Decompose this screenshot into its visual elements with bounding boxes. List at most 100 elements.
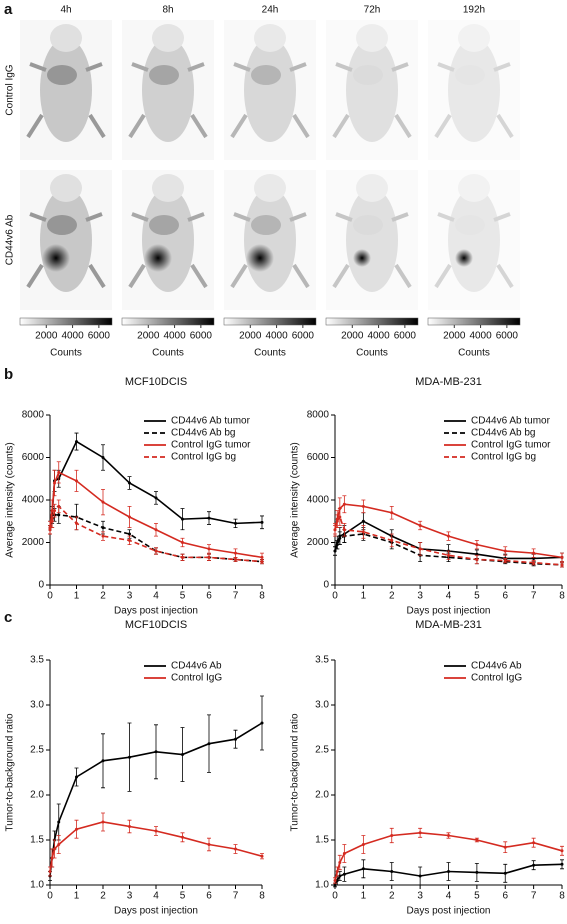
point	[57, 470, 61, 474]
panel-label: a	[4, 1, 13, 18]
time-label: 8h	[162, 5, 173, 16]
x-axis-label: Days post injection	[114, 906, 198, 917]
x-tick-label: 3	[417, 591, 423, 602]
x-tick-label: 7	[233, 591, 239, 602]
y-axis-label: Tumor-to-background ratio	[290, 713, 301, 831]
point	[532, 561, 536, 565]
time-label: 192h	[463, 5, 485, 16]
point	[207, 547, 211, 551]
point	[475, 558, 479, 561]
x-tick-label: 3	[417, 891, 423, 902]
point	[75, 479, 78, 483]
mouse-legs	[434, 62, 514, 139]
x-tick-label: 3	[127, 591, 133, 602]
y-axis-label: Tumor-to-background ratio	[5, 713, 16, 831]
point	[418, 547, 422, 551]
point	[560, 563, 564, 567]
point	[503, 559, 507, 563]
mouse-image	[224, 170, 316, 310]
y-tick-label: 2.5	[30, 745, 44, 756]
y-tick-label: 2.0	[315, 790, 329, 801]
colorbar-tick-label: 6000	[190, 331, 213, 342]
x-tick-label: 1	[361, 591, 367, 602]
point	[418, 524, 422, 527]
colorbar-tick-label: 4000	[265, 331, 288, 342]
colorbar-tick-label: 6000	[394, 331, 417, 342]
mouse-image	[428, 20, 520, 160]
y-tick-label: 2.0	[30, 790, 44, 801]
mouse-body	[448, 188, 500, 292]
point	[101, 526, 105, 530]
mouse-image	[20, 170, 112, 310]
y-tick-label: 1.0	[315, 880, 329, 891]
point	[128, 532, 131, 536]
point	[503, 845, 507, 849]
point	[234, 847, 237, 851]
point	[560, 849, 564, 853]
mouse-body	[142, 188, 194, 292]
point	[154, 750, 158, 754]
mouse-head	[458, 174, 490, 202]
mouse-head	[356, 174, 388, 202]
x-tick-label: 1	[74, 891, 80, 902]
point	[333, 879, 337, 882]
point	[260, 854, 264, 858]
point	[181, 517, 184, 521]
point	[234, 737, 237, 741]
point	[75, 775, 78, 779]
x-tick-label: 7	[531, 591, 537, 602]
colorbar-tick-label: 2000	[137, 331, 160, 342]
y-axis-label: Average intensity (counts)	[290, 442, 301, 557]
point	[154, 829, 158, 833]
x-tick-label: 0	[47, 891, 53, 902]
legend-label: CD44v6 Ab tumor	[171, 416, 251, 427]
colorbar-tick-label: 2000	[239, 331, 262, 342]
point	[234, 551, 237, 555]
colorbar-label: Counts	[458, 348, 490, 359]
mouse-organ	[47, 215, 77, 235]
point	[475, 543, 479, 547]
colorbar-tick-label: 4000	[163, 331, 186, 342]
x-tick-label: 6	[502, 891, 508, 902]
y-tick-label: 2000	[22, 537, 45, 548]
mouse-head	[152, 24, 184, 52]
colorbar-label: Counts	[50, 348, 82, 359]
point	[128, 755, 131, 759]
x-tick-label: 7	[233, 891, 239, 902]
point	[75, 521, 78, 525]
point	[260, 560, 264, 564]
point	[475, 838, 479, 842]
point	[234, 558, 237, 561]
point	[447, 553, 450, 557]
mouse-image	[224, 20, 316, 160]
mouse-legs	[128, 212, 208, 289]
point	[48, 870, 52, 873]
x-tick-label: 8	[559, 891, 565, 902]
x-tick-label: 5	[474, 891, 480, 902]
point	[154, 496, 158, 500]
mouse-legs	[332, 212, 412, 289]
tumor-spot	[246, 244, 274, 272]
mouse-body	[346, 38, 398, 142]
x-tick-label: 7	[531, 891, 537, 902]
colorbar-tick-label: 4000	[61, 331, 84, 342]
point	[53, 847, 57, 851]
x-tick-label: 8	[259, 891, 265, 902]
point	[154, 528, 158, 532]
x-tick-label: 6	[502, 591, 508, 602]
legend-label: Control IgG bg	[171, 452, 236, 463]
point	[48, 528, 52, 532]
point	[57, 504, 61, 508]
mouse-head	[458, 24, 490, 52]
point	[342, 872, 346, 876]
mouse-legs	[230, 62, 310, 139]
point	[207, 843, 211, 846]
y-tick-label: 2000	[307, 537, 330, 548]
point	[50, 856, 54, 860]
mouse-organ	[353, 65, 383, 85]
point	[447, 834, 450, 837]
legend-label: CD44v6 Ab tumor	[471, 416, 551, 427]
mouse-head	[254, 174, 286, 202]
time-label: 24h	[262, 5, 279, 16]
point	[234, 521, 237, 525]
